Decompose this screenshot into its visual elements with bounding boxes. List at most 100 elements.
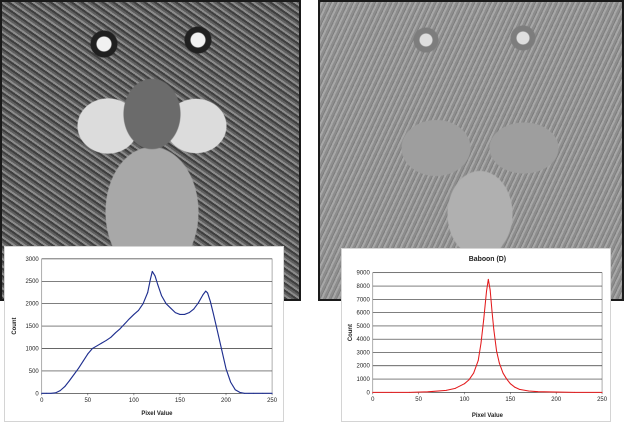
data-point <box>519 388 520 390</box>
data-point <box>96 345 98 347</box>
data-point <box>209 300 211 302</box>
data-point <box>230 381 232 383</box>
data-point <box>147 292 149 293</box>
data-point <box>480 342 482 344</box>
data-point <box>496 350 498 352</box>
data-point <box>193 308 195 310</box>
data-point <box>427 391 429 393</box>
data-point <box>498 362 500 364</box>
data-point <box>50 392 52 394</box>
x-tick-label: 250 <box>267 398 278 404</box>
histogram-filtered-svg: 0 1000 2000 3000 4000 5000 6000 7000 8000 9000 0 50… <box>348 256 608 419</box>
data-point <box>78 367 80 369</box>
y-tick-label: 3000 <box>357 350 371 356</box>
data-point <box>486 290 487 292</box>
data-point <box>184 313 185 315</box>
histogram-filtered-panel: 0 1000 2000 3000 4000 5000 6000 7000 8000 9000 0 50… <box>341 248 611 422</box>
data-point <box>128 318 130 320</box>
x-axis-title: Pixel Value <box>472 413 504 419</box>
data-point <box>170 307 172 309</box>
x-tick-label: 150 <box>175 398 186 404</box>
data-point <box>151 270 153 272</box>
data-point <box>157 284 159 286</box>
data-point <box>468 379 470 381</box>
x-tick-label: 100 <box>460 397 471 403</box>
data-point <box>174 312 176 314</box>
data-point <box>253 392 255 394</box>
x-tick-label: 250 <box>597 397 608 403</box>
y-axis-title: Count <box>348 324 354 341</box>
data-point <box>205 290 207 292</box>
y-tick-label: 8000 <box>357 284 371 290</box>
y-axis-title: Count <box>12 318 18 335</box>
data-point <box>179 313 181 315</box>
data-point <box>154 275 156 277</box>
data-point <box>493 329 495 331</box>
data-point <box>528 390 530 392</box>
data-point <box>68 380 70 382</box>
y-tick-label: 0 <box>35 391 39 397</box>
y-tick-label: 0 <box>366 390 370 396</box>
y-tick-label: 2000 <box>357 364 371 370</box>
data-point <box>207 292 209 294</box>
x-tick-label: 100 <box>129 398 140 404</box>
data-point <box>45 392 47 394</box>
data-point <box>87 353 89 355</box>
data-point <box>188 312 190 314</box>
histogram-original-svg: 0 500 1000 1500 2000 2500 3000 0 50 100 150 200 250 P… <box>12 257 278 417</box>
data-point <box>142 303 144 305</box>
histogram-original-panel: 0 500 1000 1500 2000 2500 3000 0 50 100 150 200 250 P… <box>4 246 284 422</box>
y-tick-label: 1000 <box>357 377 371 383</box>
data-point <box>110 336 112 338</box>
data-point <box>514 386 516 388</box>
plot-area <box>372 272 603 393</box>
data-point <box>234 389 236 391</box>
data-point <box>477 359 479 361</box>
data-point <box>202 294 204 296</box>
data-point <box>225 368 227 370</box>
data-point <box>243 392 245 394</box>
x-tick-label: 50 <box>84 398 91 404</box>
data-point <box>454 387 456 389</box>
y-tick-label: 5000 <box>357 324 371 330</box>
data-point <box>445 389 447 391</box>
y-tick-label: 1500 <box>26 324 40 330</box>
data-point <box>216 327 218 329</box>
x-tick-label: 50 <box>415 397 422 403</box>
data-point <box>506 378 508 380</box>
chart-title: Baboon (D) <box>469 256 506 263</box>
data-point <box>124 323 126 325</box>
y-tick-label: 7000 <box>357 297 371 303</box>
data-point <box>82 360 84 362</box>
data-point <box>133 313 135 315</box>
data-point <box>574 391 575 393</box>
data-point <box>220 348 222 349</box>
y-tick-label: 500 <box>29 369 40 375</box>
data-point <box>601 391 603 393</box>
x-tick-label: 200 <box>221 398 232 404</box>
x-tick-label: 0 <box>371 397 375 403</box>
data-point <box>464 383 465 385</box>
data-point <box>161 295 162 297</box>
data-point <box>555 391 557 393</box>
data-point <box>271 392 273 394</box>
data-point <box>537 391 539 393</box>
x-tick-label: 0 <box>40 398 44 404</box>
data-point <box>101 342 103 344</box>
data-point <box>91 348 93 349</box>
data-point <box>41 392 43 394</box>
data-point <box>248 392 250 394</box>
data-point <box>390 391 392 393</box>
data-point <box>64 386 66 388</box>
data-point <box>483 318 485 320</box>
data-point <box>491 310 493 312</box>
data-point <box>372 391 374 393</box>
data-point <box>239 391 241 393</box>
data-point <box>489 289 491 291</box>
data-point <box>119 328 121 330</box>
x-tick-label: 200 <box>551 397 562 403</box>
data-point <box>409 391 410 393</box>
x-axis-title: Pixel Value <box>141 411 173 417</box>
data-point <box>165 303 167 305</box>
y-tick-label: 9000 <box>357 271 371 277</box>
